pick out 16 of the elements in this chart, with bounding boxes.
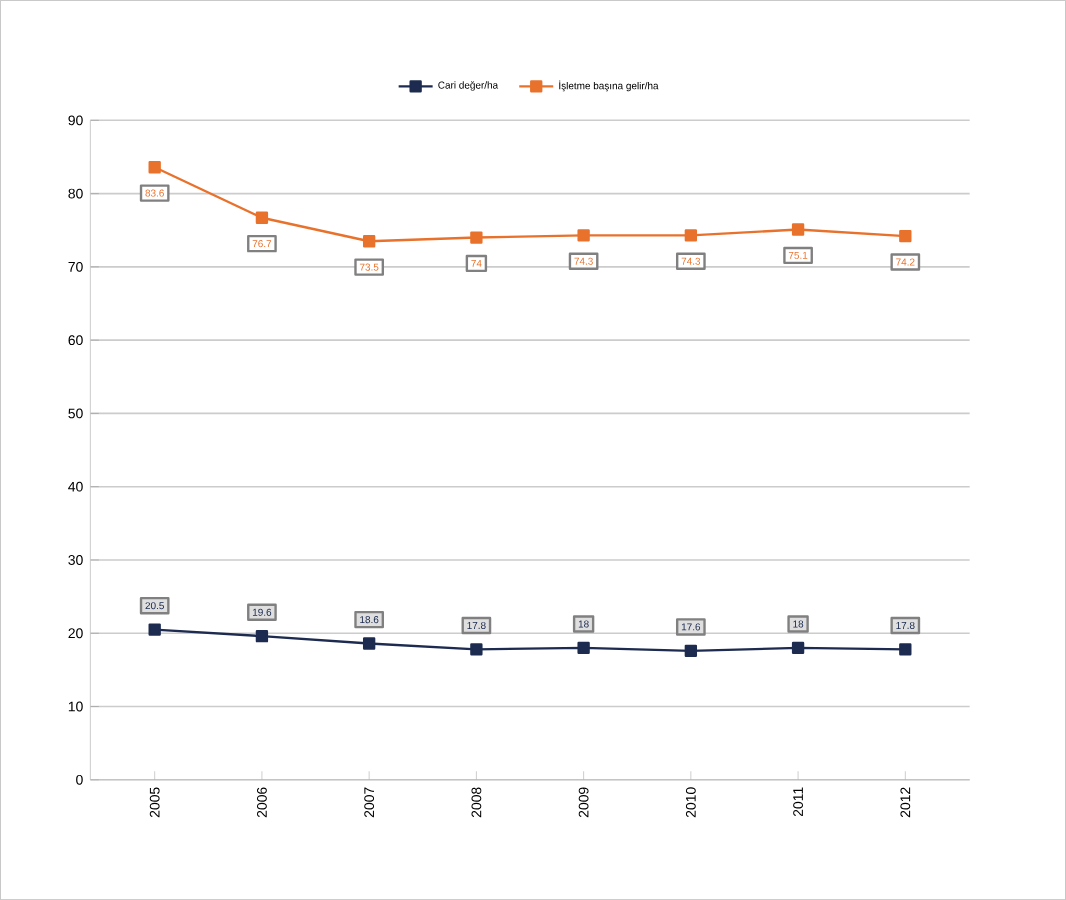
point [362,637,376,650]
point [577,641,590,655]
point [470,231,483,244]
point [684,644,698,657]
point [148,623,161,636]
point [684,229,698,242]
point [255,629,269,643]
point [255,211,269,224]
point [899,643,912,656]
point [148,161,161,174]
point [470,643,483,656]
point [899,229,912,243]
point [577,229,590,242]
point [791,641,805,655]
point [791,223,805,236]
point [362,235,376,248]
